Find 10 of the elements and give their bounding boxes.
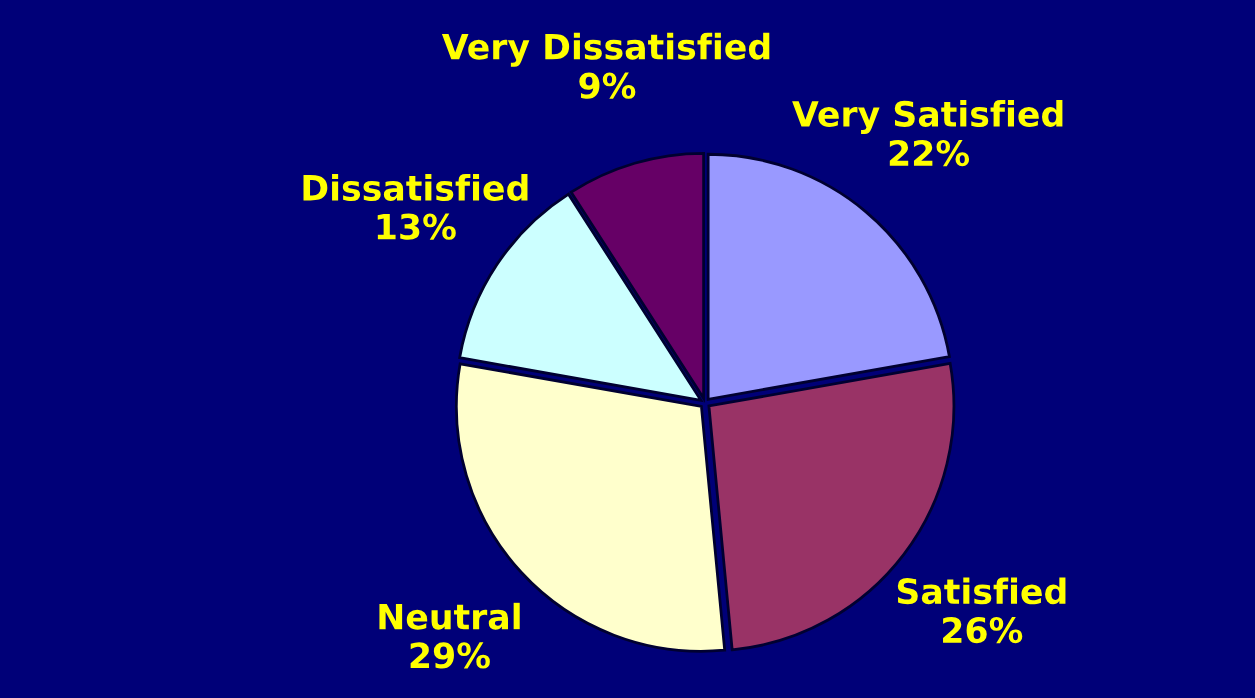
- data-label: 29%: [410, 642, 490, 669]
- slice-label: Satisfied: [897, 577, 1066, 605]
- slice-label: Very Dissatisfied: [441, 32, 770, 67]
- slice-label: Dissatisfied: [303, 174, 528, 201]
- data-label: 26%: [943, 616, 1023, 644]
- slice-label: Very Satisfied: [792, 100, 1063, 134]
- slice-label: Neutral: [379, 602, 520, 630]
- data-label: 13%: [377, 213, 456, 240]
- data-label: 9%: [579, 72, 636, 99]
- data-label: 22%: [889, 139, 970, 167]
